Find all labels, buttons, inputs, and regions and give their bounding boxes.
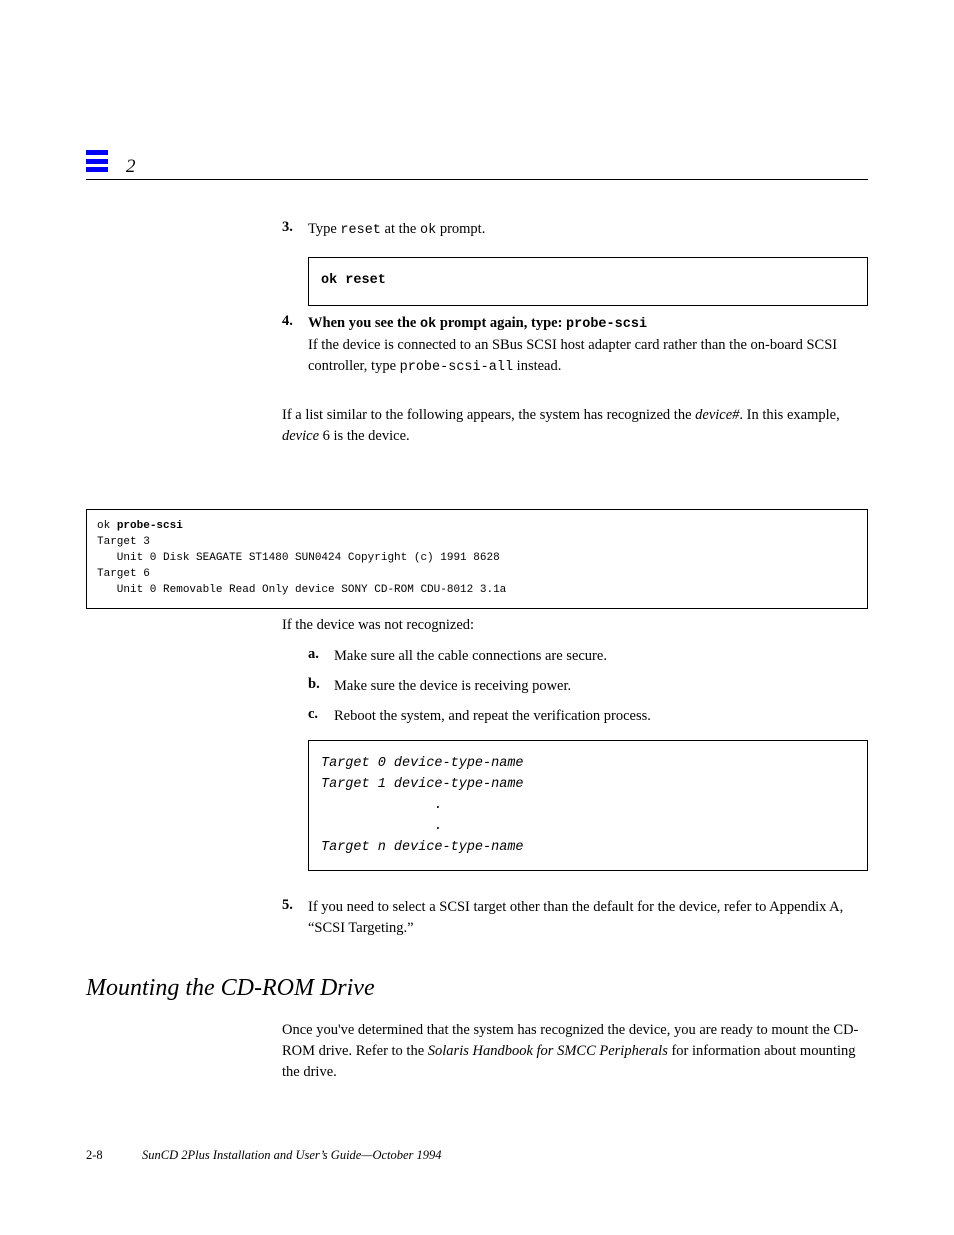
code-reset: ok reset (308, 257, 868, 306)
code-probe-scsi: ok probe-scsi Target 3 Unit 0 Disk SEAGA… (86, 509, 868, 609)
substep-letter: a. (308, 646, 334, 663)
step-5: 5. If you need to select a SCSI target o… (282, 897, 868, 939)
step-text: Type reset at the ok prompt. (308, 219, 868, 241)
substep-text: Make sure the device is receiving power. (334, 676, 868, 697)
step-text: If you need to select a SCSI target othe… (308, 897, 868, 939)
footer-page-number: 2-8 (86, 1148, 103, 1163)
substep-a: a. Make sure all the cable connections a… (308, 646, 868, 667)
recognized-paragraph: If a list similar to the following appea… (282, 405, 868, 447)
step-number: 3. (282, 219, 308, 236)
footer-title: SunCD 2Plus Installation and User’s Guid… (142, 1148, 442, 1163)
mount-paragraph: Once you've determined that the system h… (282, 1020, 868, 1083)
page: 2 3. Type reset at the ok prompt. ok res… (86, 0, 868, 1235)
section-number: 2 (126, 156, 136, 178)
menu-icon (86, 150, 108, 172)
substep-text: Reboot the system, and repeat the verifi… (334, 706, 868, 727)
step-number: 4. (282, 313, 308, 330)
code-target-list: Target 0 device-type-name Target 1 devic… (308, 740, 868, 871)
substep-b: b. Make sure the device is receiving pow… (308, 676, 868, 697)
substep-c: c. Reboot the system, and repeat the ver… (308, 706, 868, 727)
header-rule (86, 179, 868, 180)
substep-text: Make sure all the cable connections are … (334, 646, 868, 667)
step-text: When you see the ok prompt again, type: … (308, 313, 868, 377)
substep-letter: c. (308, 706, 334, 723)
substep-letter: b. (308, 676, 334, 693)
step-3: 3. Type reset at the ok prompt. (282, 219, 868, 241)
not-recognized-text: If the device was not recognized: (282, 615, 868, 636)
section-heading: Mounting the CD-ROM Drive (86, 975, 375, 1002)
step-4: 4. When you see the ok prompt again, typ… (282, 313, 868, 377)
step-number: 5. (282, 897, 308, 914)
